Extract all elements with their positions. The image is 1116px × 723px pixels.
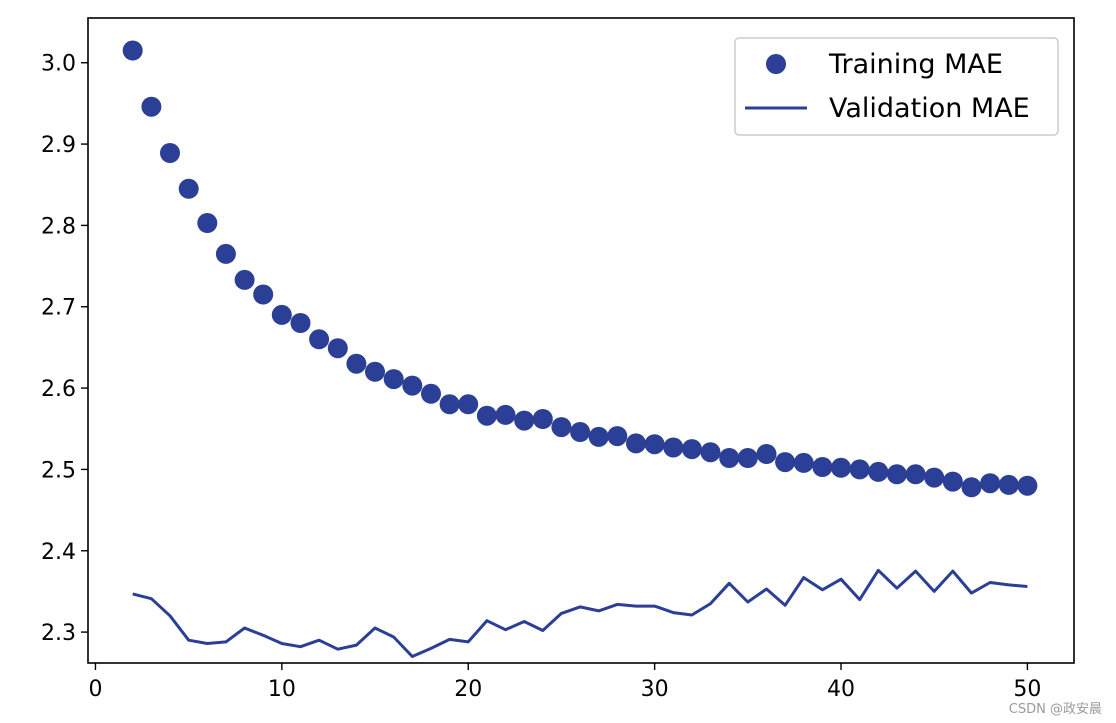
series-layer <box>122 40 1038 658</box>
y-tick-label: 2.3 <box>41 621 76 646</box>
training-mae-point <box>476 405 497 426</box>
training-mae-point <box>1017 475 1038 496</box>
training-mae-point <box>402 375 423 396</box>
training-mae-point <box>775 452 796 473</box>
training-mae-point <box>607 426 628 447</box>
x-tick-label: 30 <box>641 677 669 702</box>
training-mae-point <box>663 437 684 458</box>
training-mae-point <box>141 96 162 117</box>
watermark: CSDN @政安晨 <box>1008 702 1102 717</box>
y-tick-label: 2.5 <box>41 458 76 483</box>
training-mae-point <box>737 448 758 468</box>
training-mae-point <box>365 361 385 382</box>
training-mae-point <box>234 269 255 290</box>
training-mae-point <box>886 464 907 485</box>
training-mae-point <box>197 213 218 233</box>
training-mae-point <box>719 448 740 468</box>
training-mae-point <box>439 394 460 415</box>
y-tick-label: 3.0 <box>41 52 76 77</box>
training-mae-point <box>831 457 851 478</box>
training-mae-point <box>253 284 274 305</box>
training-mae-point <box>868 461 889 482</box>
training-mae-point <box>998 474 1019 495</box>
legend-label-validation: Validation MAE <box>829 93 1030 124</box>
training-mae-point <box>793 452 814 473</box>
training-mae-point <box>160 143 180 163</box>
training-mae-point <box>700 442 721 463</box>
training-mae-point <box>588 426 609 447</box>
training-mae-point <box>271 304 292 325</box>
legend-marker-training <box>766 54 786 74</box>
training-mae-point <box>514 410 535 431</box>
x-tick-label: 50 <box>1013 677 1041 702</box>
training-mae-point <box>458 394 479 415</box>
x-tick-label: 0 <box>88 677 102 702</box>
legend: Training MAE Validation MAE <box>734 37 1059 136</box>
x-tick-label: 10 <box>268 677 296 702</box>
training-mae-point <box>178 178 199 199</box>
training-mae-point <box>980 473 1001 494</box>
x-tick-label: 40 <box>827 677 855 702</box>
x-tick-label: 20 <box>454 677 482 702</box>
y-tick-label: 2.4 <box>41 540 76 565</box>
training-mae-point <box>812 457 833 477</box>
training-mae-point <box>327 338 348 359</box>
training-mae-point <box>383 369 404 390</box>
legend-box <box>734 37 1059 136</box>
training-mae-point <box>421 383 441 404</box>
training-mae-point <box>215 243 236 264</box>
training-mae-point <box>849 459 870 480</box>
training-mae-point <box>681 439 702 460</box>
training-mae-point <box>644 434 665 455</box>
training-mae-point <box>532 409 553 429</box>
training-mae-point <box>756 444 777 464</box>
training-mae-point <box>570 422 591 442</box>
training-mae-point <box>924 467 945 488</box>
training-mae-point <box>626 433 646 454</box>
training-mae-point <box>495 404 516 425</box>
training-mae-point <box>942 471 963 492</box>
legend-label-training: Training MAE <box>828 49 1003 80</box>
training-mae-point <box>905 464 926 485</box>
y-tick-label: 2.6 <box>41 377 76 402</box>
y-tick-label: 2.9 <box>41 133 76 158</box>
training-mae-point <box>290 313 311 333</box>
training-mae-point <box>551 417 572 438</box>
training-mae-point <box>309 329 330 350</box>
training-mae-point <box>961 477 982 498</box>
y-tick-label: 2.7 <box>41 296 76 321</box>
validation-mae-line <box>132 568 1028 658</box>
y-tick-label: 2.8 <box>41 214 76 239</box>
training-mae-point <box>346 353 367 374</box>
y-axis: 2.3 2.4 2.5 2.6 2.7 2.8 2.9 3.0 <box>41 52 88 646</box>
x-axis: 0 10 20 30 40 50 <box>88 663 1041 702</box>
training-mae-point <box>122 40 143 61</box>
